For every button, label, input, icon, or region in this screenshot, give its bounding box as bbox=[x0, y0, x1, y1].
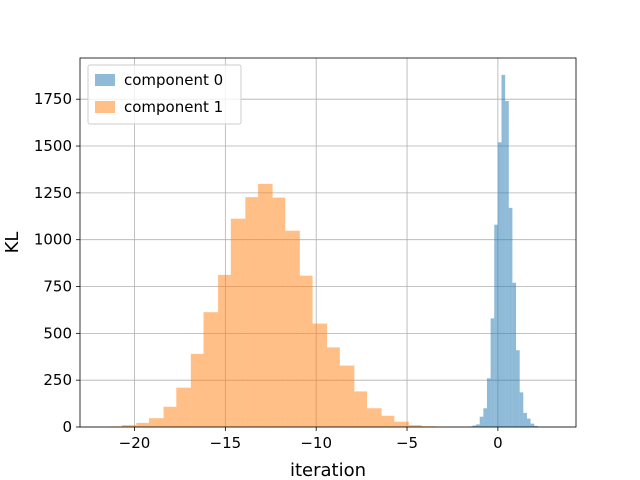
histogram-bar-component-1 bbox=[339, 365, 355, 427]
histogram-bar-component-0 bbox=[516, 350, 520, 427]
y-tick-label: 750 bbox=[43, 278, 72, 296]
y-tick-label: 1250 bbox=[34, 184, 72, 202]
histogram-bar-component-0 bbox=[494, 224, 498, 427]
histogram-bar-component-1 bbox=[327, 347, 340, 427]
histogram-bar-component-1 bbox=[408, 425, 422, 427]
histogram-bar-component-1 bbox=[176, 387, 191, 427]
histogram-bar-component-0 bbox=[508, 207, 513, 427]
x-tick-label: −20 bbox=[119, 434, 151, 452]
histogram-bar-component-0 bbox=[497, 142, 502, 427]
x-tick-label: 0 bbox=[493, 434, 503, 452]
y-tick-label: 1750 bbox=[34, 90, 72, 108]
histogram-bar-component-0 bbox=[476, 424, 480, 427]
legend-swatch-component-0 bbox=[95, 74, 115, 86]
histogram-bar-component-1 bbox=[245, 197, 259, 427]
histogram-bar-component-0 bbox=[519, 392, 524, 427]
y-tick-label: 250 bbox=[43, 371, 72, 389]
legend-swatch-component-1 bbox=[95, 101, 115, 113]
histogram-bar-component-1 bbox=[258, 183, 273, 427]
histogram-bar-component-1 bbox=[312, 323, 328, 427]
histogram-bar-component-0 bbox=[483, 408, 487, 427]
histogram-bar-component-1 bbox=[381, 415, 395, 427]
histogram-bar-component-1 bbox=[218, 274, 231, 427]
legend-label-component-0: component 0 bbox=[124, 71, 223, 89]
histogram-bar-component-0 bbox=[526, 418, 531, 427]
histogram-bar-component-1 bbox=[136, 422, 150, 427]
histogram-bar-component-0 bbox=[486, 378, 491, 427]
x-tick-label: −10 bbox=[300, 434, 332, 452]
histogram-bar-component-1 bbox=[367, 408, 382, 427]
histogram-bar-component-1 bbox=[230, 218, 246, 427]
histogram-bar-component-1 bbox=[190, 353, 204, 427]
histogram-bar-component-1 bbox=[121, 425, 137, 427]
y-tick-label: 1000 bbox=[34, 231, 72, 249]
histogram-bar-component-1 bbox=[272, 197, 286, 427]
histogram-bars bbox=[109, 74, 538, 428]
x-tick-label: −5 bbox=[396, 434, 418, 452]
histogram-bar-component-1 bbox=[394, 421, 409, 427]
y-tick-label: 1500 bbox=[34, 137, 72, 155]
x-axis-label: iteration bbox=[290, 460, 366, 480]
histogram-bar-component-0 bbox=[479, 416, 484, 427]
histogram-bar-component-0 bbox=[523, 412, 527, 427]
histogram-bar-component-0 bbox=[512, 282, 517, 427]
x-tick-label: −15 bbox=[210, 434, 242, 452]
histogram-bar-component-0 bbox=[472, 425, 477, 427]
y-axis-label: KL bbox=[2, 232, 23, 254]
histogram-bar-component-0 bbox=[505, 101, 509, 428]
histogram-bar-component-1 bbox=[299, 275, 313, 427]
axis-ticks: −20 −15 −10 −5 0 0 250 500 750 1000 1250 1500 1750 bbox=[34, 90, 503, 452]
histogram-bar-component-1 bbox=[203, 312, 219, 427]
histogram-bar-component-1 bbox=[285, 230, 300, 427]
legend-label-component-1: component 1 bbox=[124, 98, 223, 116]
histogram-bar-component-0 bbox=[530, 423, 535, 427]
legend: component 0 component 1 bbox=[87, 64, 242, 125]
histogram-bar-component-0 bbox=[501, 74, 506, 428]
histogram-bar-component-0 bbox=[490, 318, 495, 427]
histogram-bar-component-1 bbox=[149, 418, 164, 427]
histogram-bar-component-1 bbox=[354, 391, 368, 427]
legend-box bbox=[87, 64, 242, 125]
histogram-bar-component-0 bbox=[534, 425, 538, 427]
y-tick-label: 0 bbox=[62, 418, 72, 436]
axes-frame bbox=[79, 57, 577, 428]
histogram-bar-component-1 bbox=[163, 406, 177, 427]
y-tick-label: 500 bbox=[43, 324, 72, 342]
